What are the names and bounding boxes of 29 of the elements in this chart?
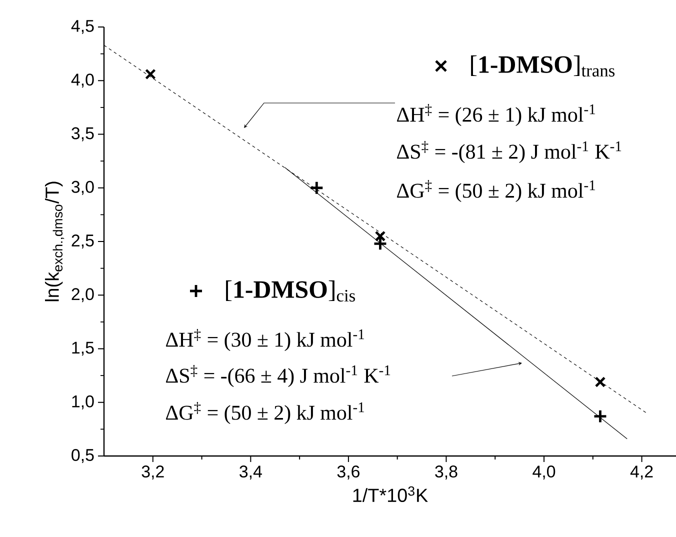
x-tick-label: 3,6 [337,466,360,480]
y-tick-label: 4,0 [71,74,94,88]
y-axis-title: ln(k$_{exch.,dmso}$/T) [45,182,64,302]
annotation: ΔG$^{‡}$ = (50 ± 2) kJ mol$^{-1}$ [397,180,596,202]
x-tick-label: 3,4 [240,466,262,480]
x-tick-label: 4,0 [532,466,556,480]
y-tick-label: 2,0 [72,288,94,302]
annotation: ΔS$^{‡}$ = -(66 ± 4) J mol$^{-1}$ K$^{-1}$ [166,364,390,388]
point [594,376,606,388]
point [593,409,608,424]
y-tick-label: 3,5 [72,127,94,142]
legend-label: [1-DMSO]$_{trans}$ [471,55,615,77]
y-tick-label: 1,5 [72,342,94,356]
annotation: ΔS$^{‡}$ = -(81 ± 2) J mol$^{-1}$ K$^{-1}$ [397,140,622,164]
x-tick-label: 3,8 [435,466,458,480]
annotation: ΔG$^{‡}$ = (50 ± 2) kJ mol$^{-1}$ [166,402,364,424]
y-tick-label: 0,5 [72,449,94,463]
y-tick-label: 2,5 [72,234,94,248]
x-axis-title: 1/T*10$^{3}$K [353,486,428,502]
x-tick-label: 4,2 [630,466,653,480]
annotation: ΔH$^{‡}$ = (30 ± 1) kJ mol$^{-1}$ [166,328,364,352]
legend-label: [1-DMSO]$_{cis}$ [226,280,355,302]
x-tick-label: 3,2 [142,466,164,480]
y-tick-label: 4,5 [71,20,94,34]
point [145,68,156,80]
point [309,180,324,196]
y-tick-label: 3,0 [72,180,94,195]
annotation: ΔH$^{‡}$ = (26 ± 1) kJ mol$^{-1}$ [397,104,596,126]
y-tick-label: 1,0 [72,395,94,410]
